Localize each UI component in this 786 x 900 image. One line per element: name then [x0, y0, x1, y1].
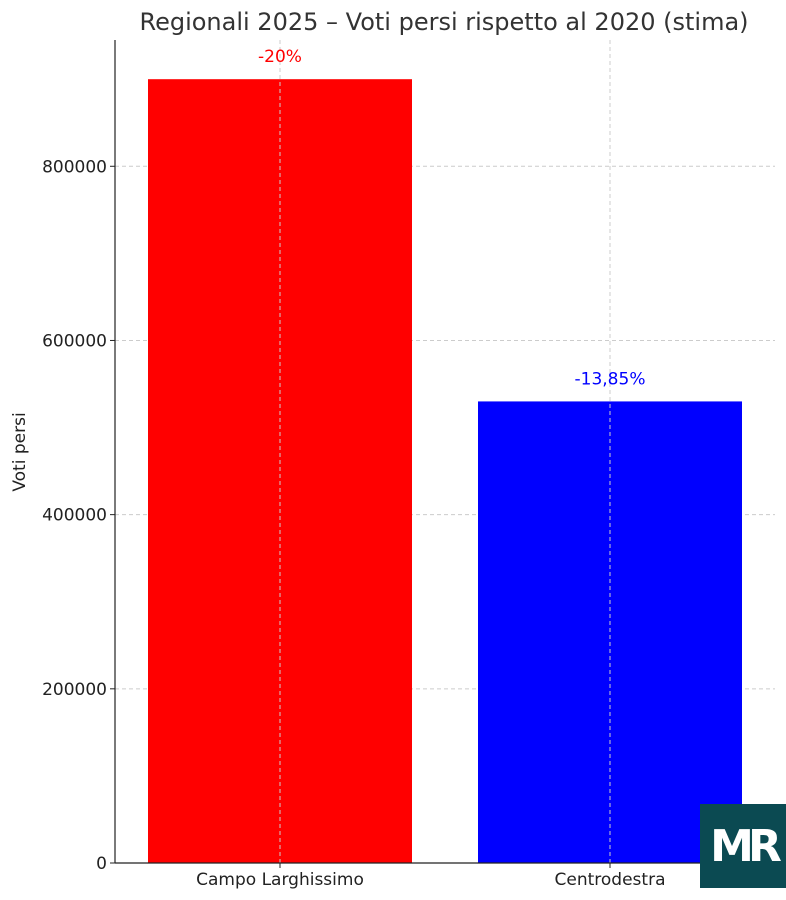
y-tick-label: 0: [96, 854, 107, 874]
axes: 0 200000 400000 600000 800000 Campo Larghissi…: [42, 40, 775, 890]
y-tick-label: 800000: [42, 157, 107, 177]
y-tick-label: 600000: [42, 331, 107, 351]
data-label: -20%: [258, 47, 302, 67]
x-tick-label: Centrodestra: [555, 870, 666, 890]
mr-logo: MR: [700, 804, 786, 888]
data-label: -13,85%: [575, 369, 646, 389]
chart-title: Regionali 2025 – Voti persi rispetto al …: [139, 8, 748, 36]
x-tick-label: Campo Larghissimo: [196, 870, 364, 890]
bar-1: [478, 401, 742, 863]
logo-text: MR: [710, 820, 782, 872]
y-tick-label: 200000: [42, 680, 107, 700]
y-tick-label: 400000: [42, 506, 107, 526]
bars: -20% -13,85%: [148, 40, 742, 863]
gridlines: [115, 165, 775, 690]
y-axis-label: Voti persi: [10, 412, 30, 491]
